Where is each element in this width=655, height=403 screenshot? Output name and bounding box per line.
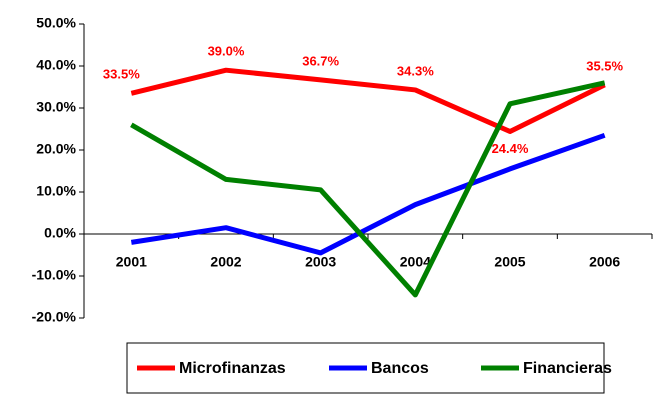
legend-label: Financieras [523, 360, 612, 377]
y-tick-label: 10.0% [36, 183, 76, 199]
y-tick-label: 50.0% [36, 15, 76, 31]
y-tick-label: -10.0% [32, 267, 77, 283]
x-tick-label: 2001 [116, 254, 147, 270]
value-label: 34.3% [397, 63, 434, 78]
y-tick-label: 40.0% [36, 57, 76, 73]
series-line [130, 80, 606, 298]
legend-label: Microfinanzas [179, 360, 286, 377]
legend-label: Bancos [371, 360, 429, 377]
y-tick-label: 20.0% [36, 141, 76, 157]
value-label: 39.0% [208, 44, 245, 59]
value-label: 24.4% [492, 141, 529, 156]
y-tick-label: 0.0% [44, 225, 76, 241]
value-label: 33.5% [103, 67, 140, 82]
x-tick-label: 2003 [305, 254, 336, 270]
y-tick-label: 30.0% [36, 99, 76, 115]
value-label: 36.7% [302, 53, 339, 68]
x-tick-label: 2005 [494, 254, 525, 270]
x-tick-label: 2006 [589, 254, 620, 270]
value-label: 35.5% [586, 58, 623, 73]
series-line [130, 132, 606, 256]
y-tick-label: -20.0% [32, 309, 77, 325]
series-line [130, 67, 606, 135]
x-tick-label: 2004 [400, 254, 431, 270]
x-tick-label: 2002 [210, 254, 241, 270]
